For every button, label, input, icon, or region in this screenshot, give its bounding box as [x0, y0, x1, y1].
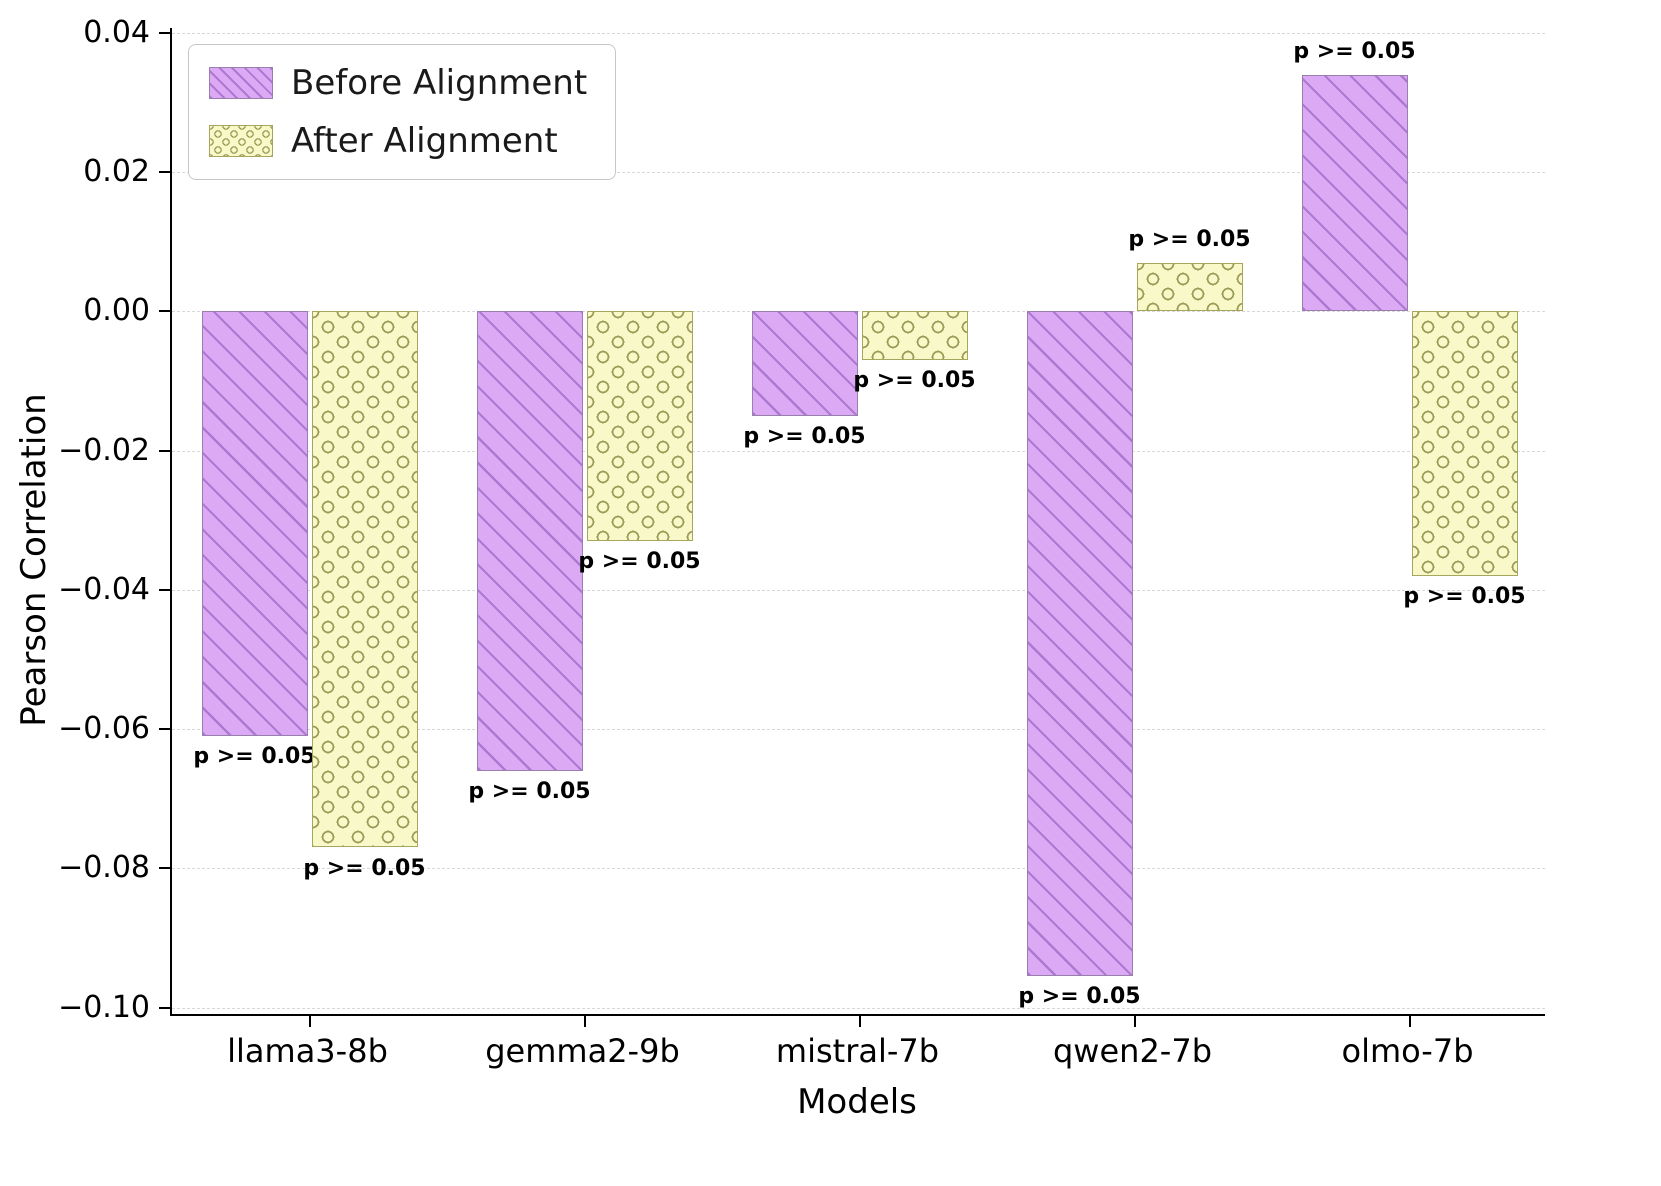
x-axis-label: Models [797, 1082, 917, 1122]
annotation-before-alignment-llama3-8b: p >= 0.05 [193, 744, 316, 770]
y-tick-mark [159, 310, 170, 313]
y-tick-mark [159, 1006, 170, 1009]
x-tick-mark [858, 1016, 861, 1027]
y-tick-label: 0.00 [83, 293, 150, 329]
gridline [172, 32, 1545, 34]
y-tick-label: −0.06 [58, 711, 150, 747]
bar-before-alignment-qwen2-7b [1026, 311, 1133, 977]
x-tick-label-llama3-8b: llama3-8b [227, 1032, 388, 1070]
legend: Before Alignment After Alignment [188, 44, 617, 180]
y-tick-label: −0.02 [58, 432, 150, 468]
y-tick-mark [159, 171, 170, 174]
y-tick-label: 0.02 [83, 154, 150, 190]
annotation-after-alignment-gemma2-9b: p >= 0.05 [578, 549, 701, 575]
bar-before-alignment-olmo-7b [1301, 74, 1408, 312]
bar-before-alignment-mistral-7b [751, 311, 858, 416]
x-tick-label-mistral-7b: mistral-7b [775, 1032, 940, 1070]
y-tick-label: −0.08 [58, 850, 150, 886]
y-tick-mark [159, 449, 170, 452]
y-tick-mark [159, 867, 170, 870]
annotation-before-alignment-qwen2-7b: p >= 0.05 [1018, 984, 1141, 1010]
legend-item-after-alignment: After Alignment [209, 121, 587, 161]
gridline [172, 589, 1545, 591]
annotation-after-alignment-llama3-8b: p >= 0.05 [303, 855, 426, 881]
x-tick-mark [308, 1016, 311, 1027]
gridline [172, 868, 1545, 870]
bar-after-alignment-qwen2-7b [1136, 262, 1243, 312]
gridline [172, 450, 1545, 452]
x-tick-mark [583, 1016, 586, 1027]
legend-swatch-before-alignment-icon [209, 67, 273, 99]
gridline [172, 311, 1545, 313]
y-tick-mark [159, 588, 170, 591]
y-tick-label: −0.10 [58, 989, 150, 1025]
gridline [172, 729, 1545, 731]
bar-before-alignment-gemma2-9b [476, 311, 583, 771]
annotation-after-alignment-olmo-7b: p >= 0.05 [1403, 583, 1526, 609]
legend-label-before-alignment: Before Alignment [291, 63, 588, 103]
legend-label-after-alignment: After Alignment [291, 121, 558, 161]
plot-area: Before Alignment After Alignment p >= 0.… [159, 28, 1545, 1027]
x-tick-mark [1408, 1016, 1411, 1027]
x-tick-label-gemma2-9b: gemma2-9b [485, 1032, 680, 1070]
gridline [172, 1007, 1545, 1009]
y-tick-mark [159, 728, 170, 731]
bar-after-alignment-mistral-7b [861, 311, 968, 361]
y-tick-label: 0.04 [83, 14, 150, 50]
annotation-after-alignment-mistral-7b: p >= 0.05 [853, 368, 976, 394]
x-tick-label-qwen2-7b: qwen2-7b [1052, 1032, 1213, 1070]
bar-after-alignment-llama3-8b [311, 311, 418, 848]
x-tick-label-olmo-7b: olmo-7b [1341, 1032, 1474, 1070]
bar-before-alignment-llama3-8b [201, 311, 308, 737]
bar-after-alignment-gemma2-9b [586, 311, 693, 542]
x-tick-mark [1133, 1016, 1136, 1027]
bar-after-alignment-olmo-7b [1411, 311, 1518, 576]
annotation-before-alignment-mistral-7b: p >= 0.05 [743, 423, 866, 449]
y-tick-mark [159, 31, 170, 34]
annotation-before-alignment-gemma2-9b: p >= 0.05 [468, 778, 591, 804]
annotation-after-alignment-qwen2-7b: p >= 0.05 [1128, 226, 1251, 252]
annotation-before-alignment-olmo-7b: p >= 0.05 [1293, 38, 1416, 64]
legend-swatch-after-alignment-icon [209, 125, 273, 157]
y-tick-label: −0.04 [58, 571, 150, 607]
legend-item-before-alignment: Before Alignment [209, 63, 587, 103]
gridline [172, 172, 1545, 174]
